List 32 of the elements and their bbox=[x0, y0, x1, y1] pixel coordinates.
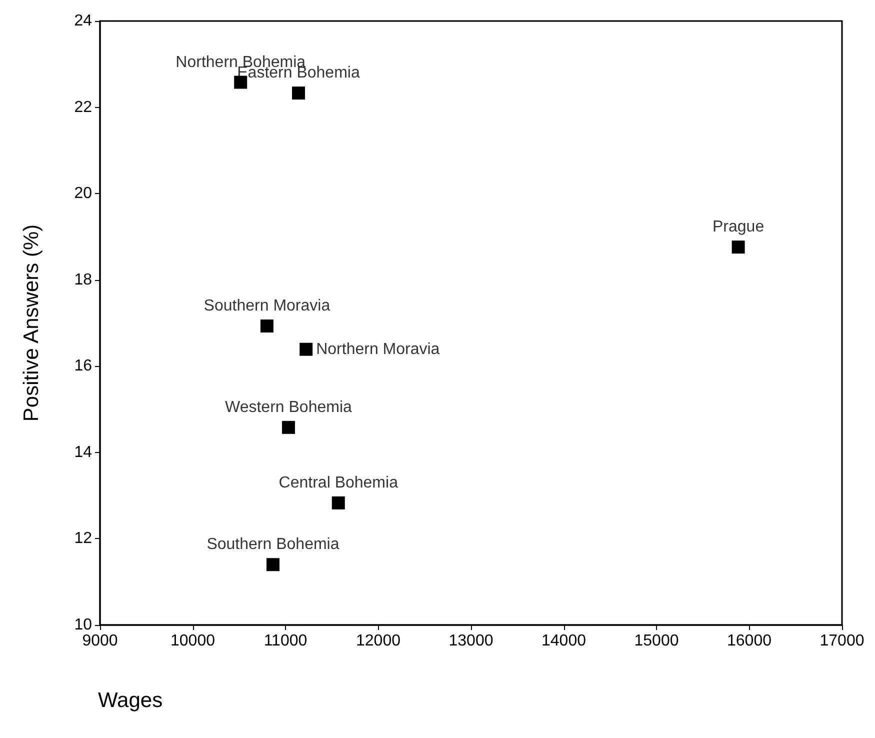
point bbox=[266, 558, 280, 572]
x-tick-label: 17000 bbox=[820, 632, 864, 650]
x-tick-label: 12000 bbox=[356, 632, 401, 650]
x-tick-label: 16000 bbox=[727, 632, 772, 650]
annotation: Southern Bohemia bbox=[206, 536, 340, 554]
y-tick-label: 12 bbox=[74, 530, 92, 548]
y-tick-label: 24 bbox=[74, 12, 92, 30]
y-tick-label: 20 bbox=[74, 185, 92, 202]
point bbox=[292, 86, 305, 100]
y-tick-label: 22 bbox=[74, 98, 92, 116]
annotation: Prague bbox=[712, 218, 764, 236]
x-tick-label: 10000 bbox=[170, 632, 216, 650]
x-tick-label: 9000 bbox=[82, 632, 118, 650]
point bbox=[300, 342, 313, 356]
point bbox=[282, 420, 295, 434]
y-tick-label: 18 bbox=[74, 271, 92, 288]
point bbox=[732, 240, 745, 254]
annotation: Central Bohemia bbox=[278, 474, 398, 492]
x-tick-label: 14000 bbox=[542, 632, 586, 650]
x-tick-label: 11000 bbox=[264, 632, 308, 650]
annotation: Southern Moravia bbox=[204, 298, 330, 315]
y-tick-label: 14 bbox=[74, 444, 92, 461]
y-axis-title: Positive Answers (%) bbox=[20, 224, 43, 422]
point bbox=[260, 320, 274, 333]
x-axis-title: Wages bbox=[98, 689, 163, 712]
y-tick-label: 16 bbox=[74, 358, 92, 375]
y-tick-label: 10 bbox=[74, 616, 92, 634]
x-tick-label: 15000 bbox=[634, 632, 679, 650]
annotation: Northern Moravia bbox=[316, 340, 440, 358]
x-tick-label: 13000 bbox=[448, 632, 494, 650]
point bbox=[332, 496, 345, 510]
annotation: Western Bohemia bbox=[225, 398, 352, 416]
